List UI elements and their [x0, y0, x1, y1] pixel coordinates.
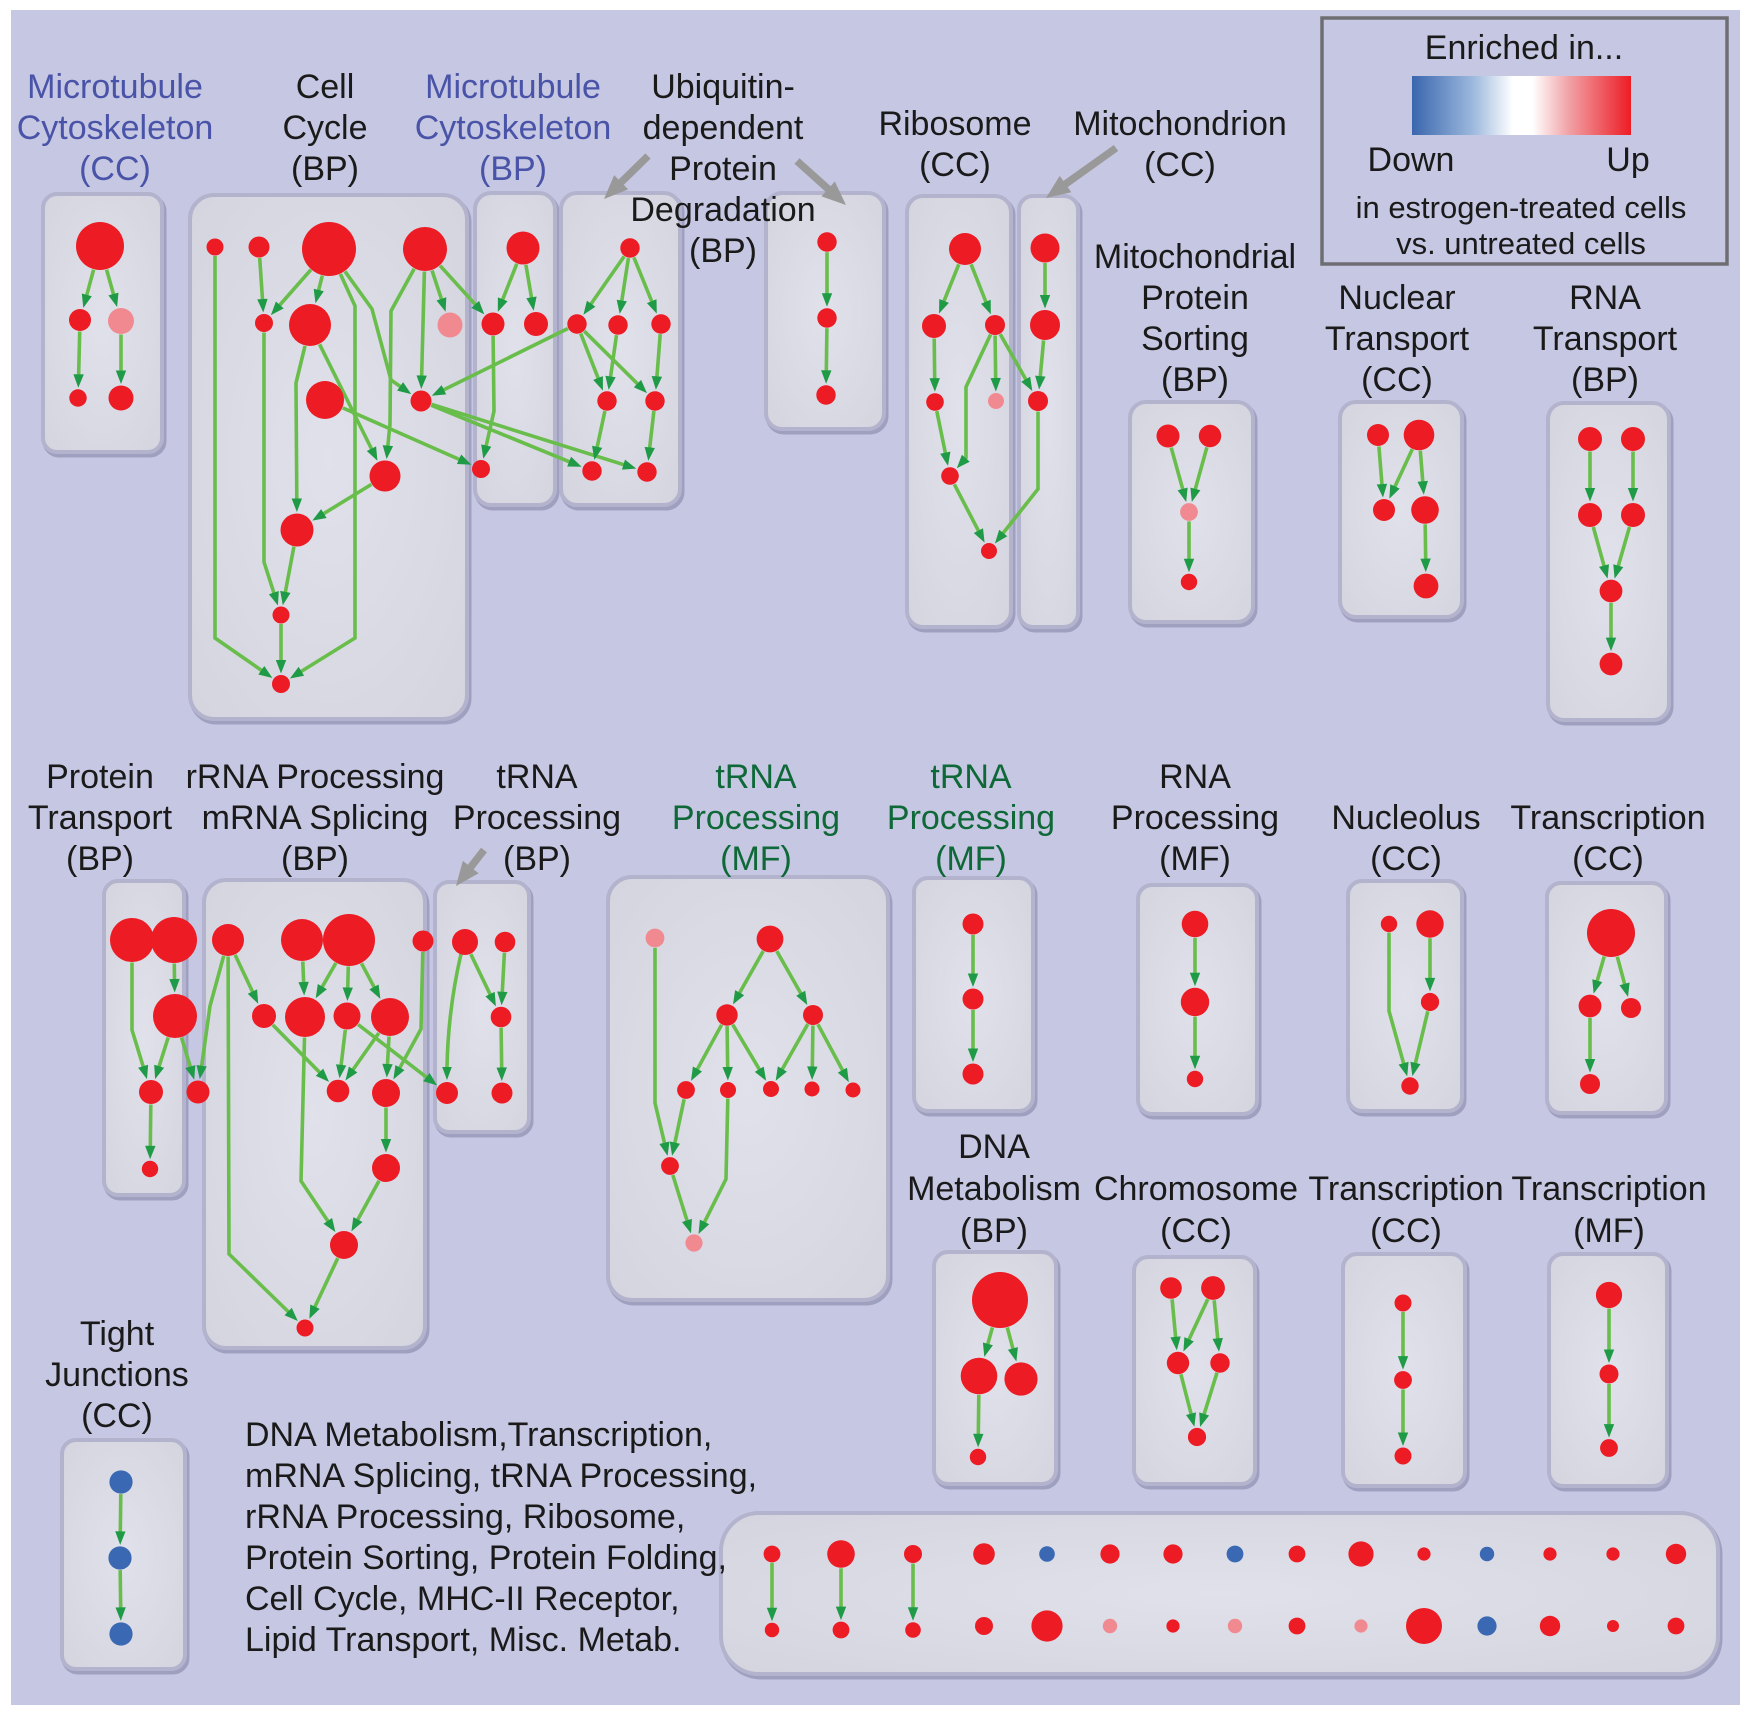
svg-text:Ubiquitin-: Ubiquitin-	[651, 68, 795, 106]
svg-text:Mitochondrion: Mitochondrion	[1073, 105, 1287, 143]
svg-text:Metabolism: Metabolism	[907, 1170, 1081, 1208]
svg-text:Nucleolus: Nucleolus	[1331, 799, 1480, 837]
svg-text:Transport: Transport	[28, 799, 173, 837]
svg-text:(BP): (BP)	[291, 150, 359, 188]
svg-text:(CC): (CC)	[1144, 146, 1216, 184]
svg-text:(BP): (BP)	[1571, 361, 1639, 399]
svg-text:RNA: RNA	[1159, 758, 1231, 796]
svg-text:(BP): (BP)	[689, 232, 757, 270]
svg-text:(CC): (CC)	[1572, 840, 1644, 878]
svg-text:rRNA Processing, Ribosome,: rRNA Processing, Ribosome,	[245, 1498, 685, 1536]
svg-text:Processing: Processing	[453, 799, 621, 837]
svg-text:Processing: Processing	[1111, 799, 1279, 837]
svg-text:Chromosome: Chromosome	[1094, 1170, 1298, 1208]
svg-text:tRNA: tRNA	[715, 758, 797, 796]
svg-text:Cytoskeleton: Cytoskeleton	[415, 109, 612, 147]
svg-text:Transcription: Transcription	[1510, 799, 1705, 837]
svg-text:Processing: Processing	[672, 799, 840, 837]
svg-text:Sorting: Sorting	[1141, 320, 1249, 358]
svg-text:mRNA Splicing, tRNA Processing: mRNA Splicing, tRNA Processing,	[245, 1457, 757, 1495]
svg-text:in estrogen-treated cells: in estrogen-treated cells	[1356, 190, 1687, 225]
svg-text:(BP): (BP)	[281, 840, 349, 878]
svg-text:(MF): (MF)	[720, 840, 792, 878]
svg-text:(BP): (BP)	[503, 840, 571, 878]
svg-text:(CC): (CC)	[919, 146, 991, 184]
svg-text:(CC): (CC)	[1160, 1212, 1232, 1250]
svg-text:Cytoskeleton: Cytoskeleton	[17, 109, 214, 147]
svg-text:Junctions: Junctions	[45, 1356, 189, 1394]
svg-text:Microtubule: Microtubule	[425, 68, 601, 106]
svg-text:Lipid Transport, Misc. Metab.: Lipid Transport, Misc. Metab.	[245, 1621, 682, 1659]
svg-text:Transport: Transport	[1325, 320, 1470, 358]
svg-text:Protein: Protein	[46, 758, 154, 796]
svg-text:(BP): (BP)	[479, 150, 547, 188]
svg-text:Cell Cycle, MHC-II Receptor,: Cell Cycle, MHC-II Receptor,	[245, 1580, 680, 1618]
svg-text:rRNA Processing: rRNA Processing	[186, 758, 445, 796]
svg-text:(BP): (BP)	[1161, 361, 1229, 399]
svg-text:Down: Down	[1368, 141, 1455, 179]
svg-text:Up: Up	[1606, 141, 1649, 179]
svg-text:Transcription: Transcription	[1511, 1170, 1706, 1208]
svg-text:(MF): (MF)	[935, 840, 1007, 878]
svg-text:RNA: RNA	[1569, 279, 1641, 317]
svg-text:Microtubule: Microtubule	[27, 68, 203, 106]
svg-text:(CC): (CC)	[1361, 361, 1433, 399]
svg-text:mRNA Splicing: mRNA Splicing	[202, 799, 429, 837]
svg-text:DNA: DNA	[958, 1128, 1030, 1166]
svg-text:Cell: Cell	[296, 68, 355, 106]
svg-text:dependent: dependent	[643, 109, 804, 147]
svg-text:(BP): (BP)	[66, 840, 134, 878]
svg-text:Nuclear: Nuclear	[1338, 279, 1455, 317]
svg-text:Ribosome: Ribosome	[878, 105, 1031, 143]
svg-text:vs. untreated cells: vs. untreated cells	[1396, 226, 1646, 261]
svg-text:(MF): (MF)	[1159, 840, 1231, 878]
svg-text:Degradation: Degradation	[630, 191, 815, 229]
svg-text:(MF): (MF)	[1573, 1212, 1645, 1250]
svg-text:(CC): (CC)	[81, 1397, 153, 1435]
svg-text:Enriched in...: Enriched in...	[1425, 29, 1623, 67]
svg-text:Transcription: Transcription	[1308, 1170, 1503, 1208]
svg-text:Mitochondrial: Mitochondrial	[1094, 238, 1296, 276]
svg-text:(CC): (CC)	[79, 150, 151, 188]
svg-text:tRNA: tRNA	[930, 758, 1012, 796]
svg-text:Protein: Protein	[1141, 279, 1249, 317]
svg-text:Transport: Transport	[1533, 320, 1678, 358]
svg-text:Processing: Processing	[887, 799, 1055, 837]
svg-text:Protein: Protein	[669, 150, 777, 188]
svg-text:tRNA: tRNA	[496, 758, 578, 796]
svg-text:Tight: Tight	[80, 1315, 155, 1353]
svg-text:(BP): (BP)	[960, 1212, 1028, 1250]
svg-text:(CC): (CC)	[1370, 840, 1442, 878]
svg-text:Cycle: Cycle	[282, 109, 367, 147]
svg-text:DNA Metabolism,Transcription,: DNA Metabolism,Transcription,	[245, 1416, 712, 1454]
svg-text:(CC): (CC)	[1370, 1212, 1442, 1250]
svg-text:Protein Sorting, Protein Foldi: Protein Sorting, Protein Folding,	[245, 1539, 727, 1577]
